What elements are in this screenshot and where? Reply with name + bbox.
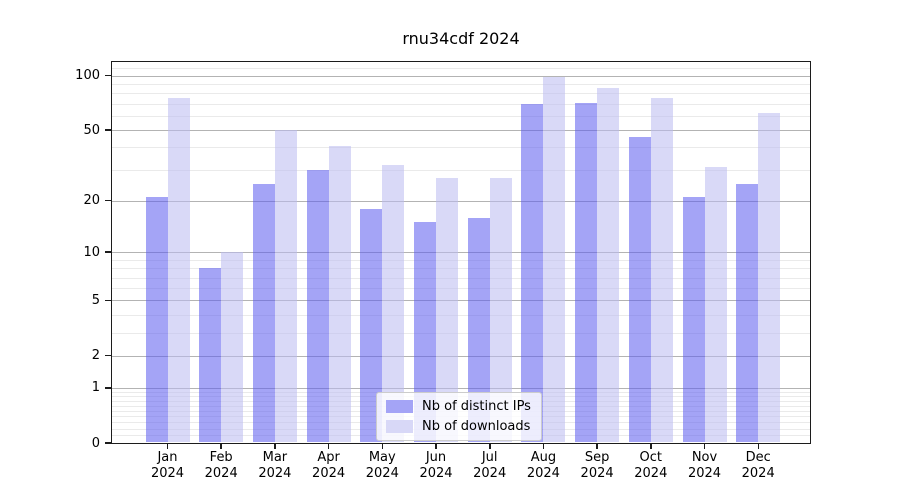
gridline-major-20 [112,200,810,202]
bar-ips-jan [145,197,168,442]
x-tick-label-jul: Jul 2024 [473,450,507,481]
gridline-major-10 [112,252,810,254]
bar-downloads-jul [489,177,512,442]
y-tick-mark-100 [105,74,111,77]
legend-item-distinct-ips: Nb of distinct IPs [386,399,531,414]
y-tick-label-0: 0 [91,435,100,451]
gridline-minor-70 [112,103,810,105]
x-tick-label-feb: Feb 2024 [204,450,238,481]
y-tick-label-100: 100 [75,68,100,84]
bar-downloads-feb [221,252,244,442]
gridline-minor-8 [112,268,810,270]
y-tick-label-10: 10 [83,244,100,260]
x-tick-mark-feb [220,443,222,449]
bar-downloads-oct [650,98,673,442]
bar-ips-dec [736,183,759,442]
bar-ips-aug [521,103,544,442]
x-tick-mark-jun [435,443,437,449]
x-tick-mark-aug [542,443,545,449]
y-tick-mark-20 [105,199,111,202]
bar-ips-sep [575,102,598,442]
legend-swatch-ips [386,400,413,413]
gridline-minor-6 [112,288,810,290]
x-tick-mark-dec [757,443,759,449]
x-tick-mark-jul [489,443,491,449]
bar-ips-feb [199,268,222,442]
gridline-major-1 [112,387,810,389]
chart-title: rnu34cdf 2024 [402,29,520,48]
x-tick-mark-sep [596,443,598,449]
bar-downloads-dec [758,113,781,442]
gridline-minor-4 [112,314,810,316]
x-tick-mark-nov [703,443,706,449]
gridline-major-5 [112,300,810,302]
x-tick-mark-may [381,443,384,449]
y-tick-mark-0 [105,442,111,444]
x-tick-label-jan: Jan 2024 [150,450,185,481]
gridline-major-50 [112,130,810,131]
bar-ips-nov [682,197,705,442]
gridline-minor-40 [112,147,810,149]
bar-downloads-nov [704,167,727,442]
x-tick-label-sep: Sep 2024 [580,450,614,481]
gridline-minor-60 [112,115,810,117]
y-tick-label-5: 5 [91,292,100,308]
bar-ips-jul [467,217,490,442]
y-tick-mark-10 [105,251,111,253]
gridline-minor-110 [112,68,810,70]
x-tick-label-mar: Mar 2024 [258,450,292,481]
gridline-minor-90 [112,83,810,85]
bar-downloads-mar [274,130,297,442]
y-tick-mark-2 [105,354,111,357]
bar-ips-apr [306,169,329,442]
y-tick-mark-1 [105,387,111,389]
bar-downloads-jan [167,98,190,442]
y-tick-label-2: 2 [91,348,100,364]
bar-downloads-may [382,164,405,442]
legend-label-distinct-ips: Nb of distinct IPs [422,399,531,414]
x-tick-label-aug: Aug 2024 [526,450,560,481]
bar-downloads-jun [436,177,458,442]
x-tick-label-oct: Oct 2024 [634,450,668,481]
gridline-minor-30 [112,169,810,171]
x-tick-label-dec: Dec 2024 [741,450,775,481]
bar-ips-may [360,208,383,442]
legend: Nb of distinct IPs Nb of downloads [376,392,542,441]
legend-item-downloads: Nb of downloads [386,419,531,434]
gridline-minor-7 [112,277,810,279]
bar-ips-jun [414,222,436,442]
y-tick-mark-50 [105,129,111,131]
gridline-major-2 [112,355,810,357]
bar-ips-oct [628,136,651,442]
x-tick-mark-oct [650,443,652,449]
bar-downloads-sep [597,88,620,442]
gridline-major-100 [112,75,810,77]
y-tick-label-1: 1 [91,380,100,396]
y-tick-mark-5 [105,299,111,302]
x-tick-label-apr: Apr 2024 [312,450,346,481]
x-tick-mark-jan [166,443,169,449]
y-tick-label-50: 50 [83,122,100,138]
gridline-minor-3 [112,332,810,334]
x-tick-mark-mar [274,443,276,449]
plot-area [111,61,811,444]
bar-downloads-apr [328,145,351,442]
x-tick-mark-apr [327,443,330,449]
bar-ips-mar [252,183,275,442]
gridline-minor-80 [112,93,810,95]
bar-downloads-aug [543,77,566,442]
legend-swatch-downloads [386,420,413,433]
legend-label-downloads: Nb of downloads [422,419,531,434]
x-tick-label-may: May 2024 [365,450,399,481]
y-tick-label-20: 20 [83,193,100,209]
x-tick-label-jun: Jun 2024 [419,450,453,481]
x-tick-label-nov: Nov 2024 [687,450,722,481]
gridline-minor-9 [112,259,810,261]
